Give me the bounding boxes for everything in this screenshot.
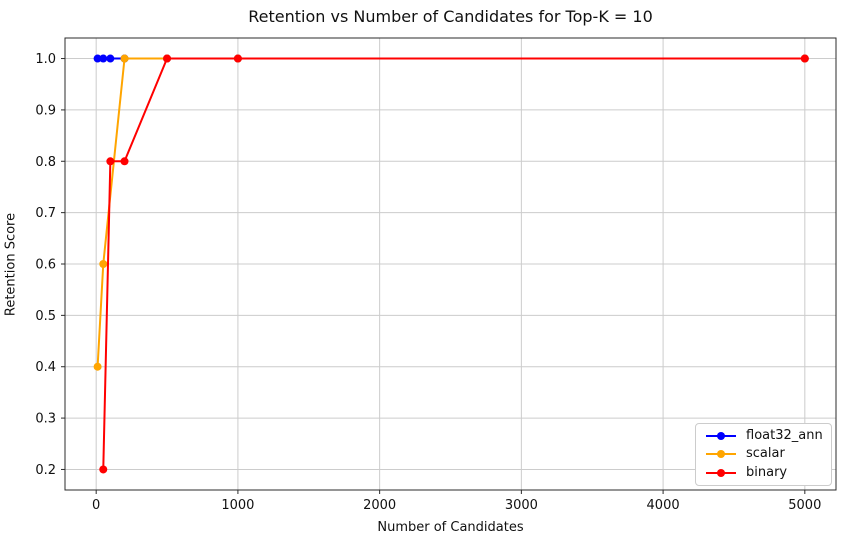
x-tick-label: 4000 — [647, 498, 680, 513]
x-tick-label: 5000 — [788, 498, 821, 513]
data-point-marker-float32_ann — [106, 54, 115, 63]
y-tick-label: 0.8 — [35, 155, 56, 170]
legend-label: float32_ann — [746, 428, 823, 444]
y-tick-label: 0.4 — [35, 360, 56, 375]
x-tick-label: 1000 — [221, 498, 254, 513]
x-axis-label: Number of Candidates — [377, 520, 524, 535]
legend-item-scalar: scalar — [704, 445, 823, 463]
data-point-marker-scalar — [99, 260, 108, 268]
y-axis-label: Retention Score — [3, 212, 19, 317]
legend-marker-scalar — [706, 450, 736, 459]
legend-dot — [717, 432, 725, 441]
y-tick-label: 1.0 — [35, 52, 56, 67]
data-point-marker-binary — [233, 54, 242, 63]
data-point-marker-float32_ann — [93, 54, 102, 63]
data-point-marker-float32_ann — [99, 54, 108, 63]
y-tick-label: 0.9 — [35, 103, 56, 118]
legend-dot — [717, 468, 725, 477]
y-tick-label: 0.3 — [35, 412, 56, 427]
data-point-marker-binary — [800, 54, 809, 63]
chart-title: Retention vs Number of Candidates for To… — [248, 7, 653, 26]
x-tick-label: 3000 — [505, 498, 538, 513]
legend-marker-binary — [706, 468, 736, 477]
y-tick-label: 0.2 — [35, 463, 56, 478]
series-line-binary — [102, 57, 806, 471]
legend-label: scalar — [746, 446, 785, 462]
y-tick-label: 0.5 — [35, 309, 56, 324]
legend-label: binary — [746, 464, 788, 480]
legend-item-binary: binary — [704, 464, 823, 482]
y-tick-label: 0.7 — [35, 206, 56, 221]
data-point-marker-scalar — [93, 362, 102, 371]
data-point-marker-binary — [120, 157, 129, 166]
y-tick-label: 0.6 — [35, 258, 56, 273]
legend-item-float32_ann: float32_ann — [704, 427, 823, 445]
legend-marker-float32_ann — [706, 432, 736, 441]
data-point-marker-scalar — [120, 54, 129, 63]
data-point-marker-binary — [163, 54, 172, 63]
data-point-marker-binary — [106, 157, 115, 166]
legend-dot — [717, 450, 725, 459]
x-tick-label: 0 — [92, 498, 100, 513]
x-tick-label: 2000 — [363, 498, 396, 513]
data-point-marker-binary — [99, 465, 108, 474]
